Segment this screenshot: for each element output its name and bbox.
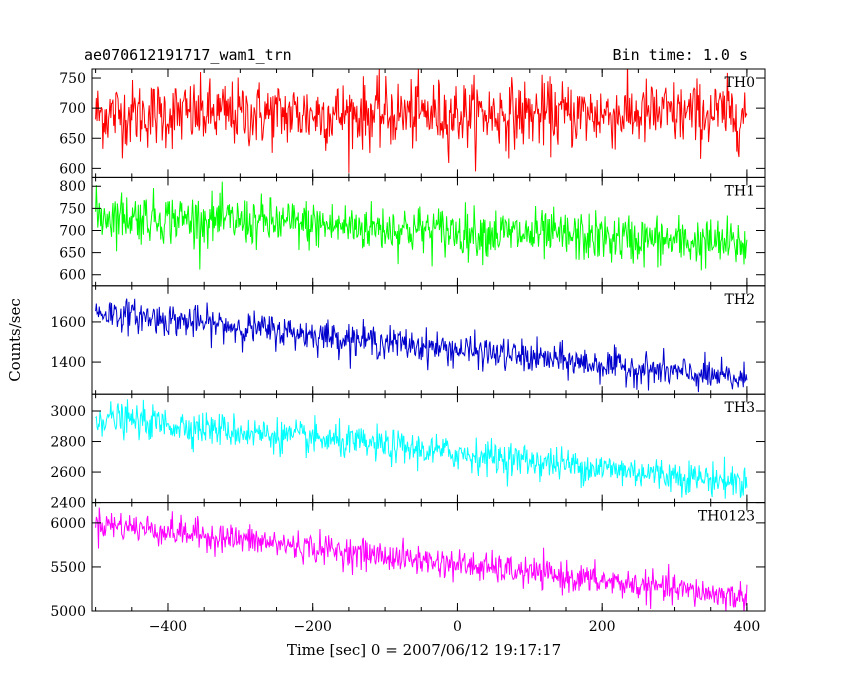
y-tick-label: 650: [59, 131, 86, 147]
x-tick-label: 200: [589, 619, 616, 635]
chart-title: ae070612191717_wam1_trn: [84, 46, 292, 64]
series-line-th1: [95, 181, 748, 271]
y-tick-label: 2400: [50, 496, 86, 512]
y-tick-label: 650: [59, 246, 86, 262]
panel-th0: TH0 600 650 700 750: [59, 68, 766, 178]
panel-label-th0123: TH0123: [698, 509, 755, 525]
y-tick-label: 1400: [50, 355, 86, 371]
y-tick-label: 3000: [50, 404, 86, 420]
panel-frame: [91, 285, 766, 395]
panel-label-th2: TH2: [725, 292, 755, 308]
series-line-th0: [95, 69, 748, 173]
panel-frame: [91, 176, 766, 287]
x-tick-label: −200: [293, 619, 331, 635]
y-tick-label: 600: [59, 161, 86, 177]
x-tick-label: −400: [149, 619, 187, 635]
x-tick-label: 400: [734, 619, 761, 635]
panel-th2: TH2 1400 1600: [50, 285, 766, 395]
panels-group: TH0 600 650 700 750 TH1 600 650 700 750 800 TH2 1400…: [50, 68, 766, 635]
panel-frame: [91, 502, 766, 612]
y-tick-label: 750: [59, 71, 86, 87]
x-axis-label: Time [sec] 0 = 2007/06/12 19:17:17: [287, 641, 561, 659]
y-tick-label: 700: [59, 223, 86, 239]
y-tick-label: 1600: [50, 315, 86, 331]
y-tick-label: 5000: [50, 604, 86, 620]
y-tick-label: 600: [59, 268, 86, 284]
y-tick-label: 5500: [50, 560, 86, 576]
panel-th1: TH1 600 650 700 750 800: [59, 176, 766, 287]
y-tick-label: 800: [59, 179, 86, 195]
y-tick-label: 700: [59, 101, 86, 117]
y-axis-label: Counts/sec: [6, 298, 24, 382]
panel-label-th1: TH1: [725, 183, 755, 199]
panel-th3: TH3 2400 2600 2800 3000: [50, 393, 766, 512]
panel-th0123: TH0123 5000 5500 6000: [50, 502, 766, 620]
y-tick-label: 2600: [50, 465, 86, 481]
series-line-th0123: [95, 507, 748, 612]
panel-label-th3: TH3: [725, 400, 755, 416]
panel-label-th0: TH0: [725, 75, 755, 91]
x-tick-label: 0: [453, 619, 462, 635]
bin-time-label: Bin time: 1.0 s: [613, 46, 748, 64]
series-line-th3: [95, 399, 748, 499]
y-tick-label: 750: [59, 201, 86, 217]
y-tick-label: 2800: [50, 435, 86, 451]
series-line-th2: [95, 298, 748, 393]
y-tick-label: 6000: [50, 516, 86, 532]
